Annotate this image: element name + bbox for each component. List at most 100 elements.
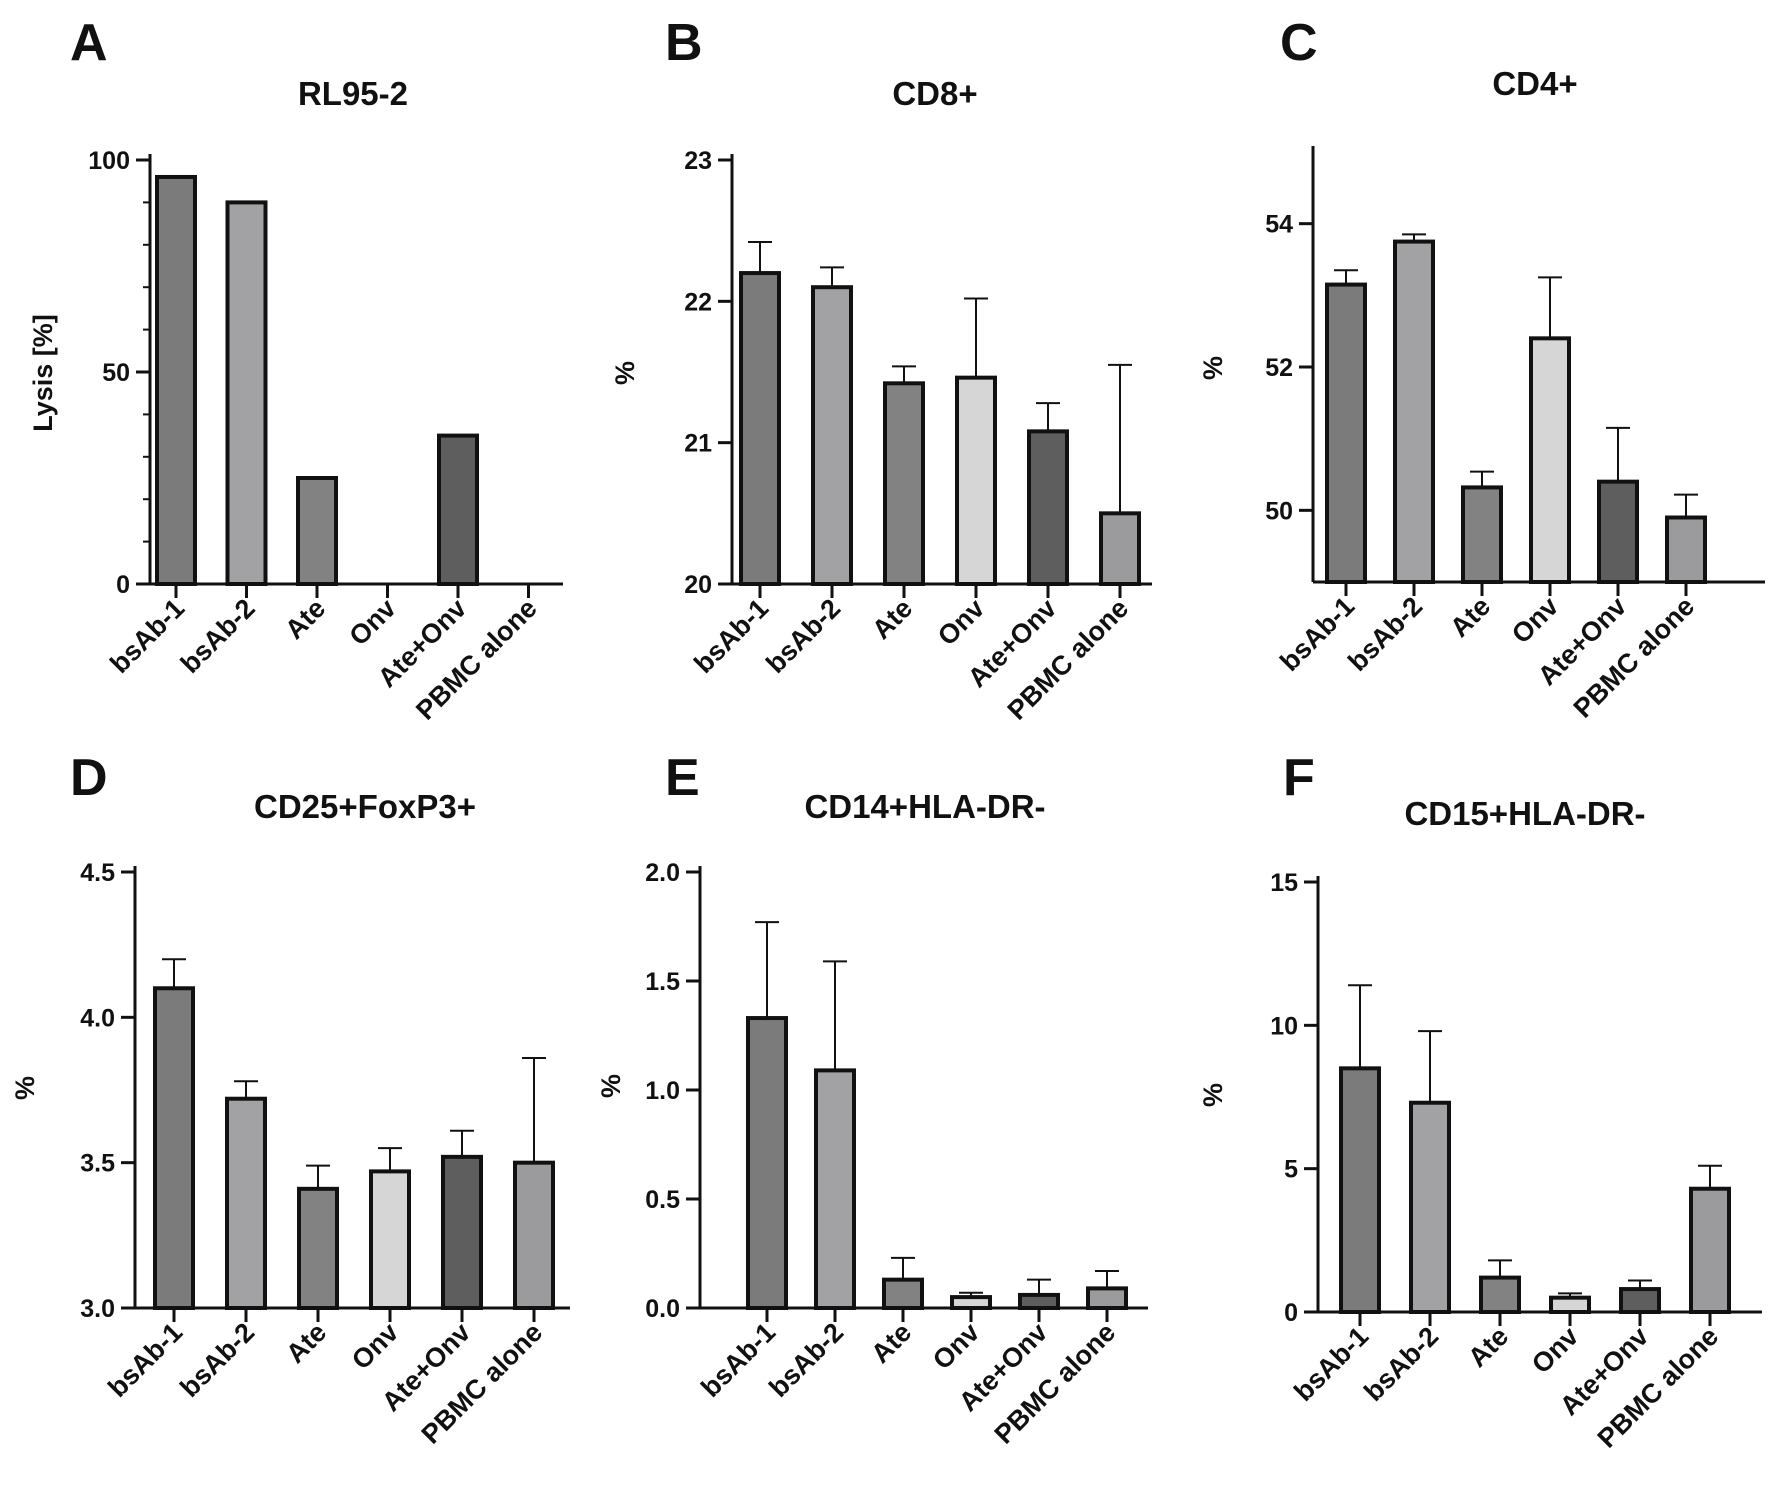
panel-a-y-tick-label: 100: [88, 147, 130, 175]
panel-d-bar-onv: [369, 1169, 411, 1311]
panel-f-category-label-onv: Onv: [1526, 1321, 1584, 1379]
panel-e-letter: E: [665, 749, 700, 807]
panel-d-y-tick-label: 4.0: [80, 1004, 115, 1032]
panel-a-category-label-bsab-1: bsAb-1: [104, 593, 190, 679]
panel-b-y-tick-label: 21: [684, 430, 712, 458]
panel-d-bar-bsab-1: [153, 986, 195, 1310]
panel-e-category-label-pbmc-alone: PBMC alone: [989, 1317, 1122, 1450]
panel-f-bar-bsab-2: [1409, 1100, 1451, 1314]
panel-f-bar-ate-onv: [1619, 1287, 1661, 1314]
panel-d-category-label-bsab-1: bsAb-1: [102, 1317, 188, 1403]
panel-f-bar-onv: [1549, 1295, 1591, 1314]
panel-e-category-label-onv: Onv: [927, 1317, 985, 1375]
panel-c-category-label-onv: Onv: [1506, 591, 1564, 649]
panel-f-y-tick-label: 5: [1284, 1156, 1298, 1184]
panel-b-ylabel: %: [610, 361, 640, 385]
panel-f-bar-ate: [1479, 1275, 1521, 1314]
panel-f-category-label-pbmc-alone: PBMC alone: [1592, 1321, 1725, 1454]
panel-a-category-label-onv: Onv: [343, 593, 401, 651]
panel-f-title: CD15+HLA-DR-: [1404, 795, 1645, 832]
panel-e-y-tick-label: 0.5: [645, 1186, 680, 1214]
panel-d-category-label-ate: Ate: [280, 1317, 332, 1369]
panel-a-ylabel: Lysis [%]: [28, 314, 58, 432]
panel-b-category-label-ate: Ate: [866, 593, 918, 645]
panel-e-bar-bsab-2: [814, 1068, 856, 1310]
panel-a-category-label-ate: Ate: [279, 593, 331, 645]
panel-e-bar-ate: [882, 1277, 924, 1311]
panel-c-letter: C: [1280, 14, 1318, 72]
panel-d-ylabel: %: [10, 1076, 40, 1100]
panel-a-title: RL95-2: [298, 75, 408, 112]
panel-f-y-tick-label: 15: [1270, 869, 1298, 897]
panel-f-ylabel: %: [1198, 1083, 1228, 1107]
panel-e-bar-pbmc-alone: [1086, 1286, 1128, 1311]
panel-c-category-label-pbmc-alone: PBMC alone: [1568, 591, 1701, 724]
panel-b-y-tick-label: 22: [684, 288, 712, 316]
panel-e-bar-bsab-1: [746, 1016, 788, 1310]
panel-c-category-label-bsab-2: bsAb-2: [1342, 591, 1428, 677]
panel-f-category-label-bsab-2: bsAb-2: [1358, 1321, 1444, 1407]
panel-c-bar-pbmc-alone: [1665, 515, 1707, 584]
panel-e-category-label-bsab-1: bsAb-1: [695, 1317, 781, 1403]
panel-e-ylabel: %: [596, 1074, 626, 1098]
panel-c-category-label-bsab-1: bsAb-1: [1274, 591, 1360, 677]
panel-c-bar-ate: [1461, 485, 1503, 584]
panel-d-y-tick-label: 4.5: [80, 859, 115, 887]
panel-b-bar-pbmc-alone: [1099, 511, 1141, 586]
panel-d-y-tick-label: 3.0: [80, 1295, 115, 1323]
panel-b-bar-ate-onv: [1027, 429, 1069, 586]
panel-c-title: CD4+: [1492, 65, 1577, 102]
panel-c-y-tick-label: 50: [1265, 497, 1293, 525]
panel-c-y-tick-label: 54: [1265, 211, 1293, 239]
panel-c-bar-bsab-1: [1325, 282, 1367, 584]
panel-e-title: CD14+HLA-DR-: [804, 788, 1045, 825]
panel-b-title: CD8+: [892, 75, 977, 112]
panel-d-letter: D: [70, 749, 108, 807]
panel-b-bar-ate: [883, 381, 925, 586]
panel-a-category-label-bsab-2: bsAb-2: [175, 593, 261, 679]
panel-b-bar-bsab-2: [811, 285, 853, 586]
panel-d-bar-ate-onv: [441, 1154, 483, 1311]
panel-b-category-label-bsab-1: bsAb-1: [688, 593, 774, 679]
panel-d-category-label-onv: Onv: [346, 1317, 404, 1375]
panel-e-category-label-bsab-2: bsAb-2: [763, 1317, 849, 1403]
panel-b-y-tick-label: 23: [684, 147, 712, 175]
panel-e: E CD14+HLA-DR- % 0.0 0.5 1.0 1.5 2.0 bsAb-1bs…: [596, 749, 1148, 1450]
panel-e-y-tick-label: 1.5: [645, 968, 680, 996]
panel-e-y-tick-label: 0.0: [645, 1295, 680, 1323]
panel-a-y-tick-label: 0: [116, 571, 130, 599]
panel-f-bar-bsab-1: [1339, 1066, 1381, 1315]
panel-c-y-tick-label: 52: [1265, 354, 1293, 382]
panel-f-category-label-bsab-1: bsAb-1: [1288, 1321, 1374, 1407]
panel-b-category-label-bsab-2: bsAb-2: [760, 593, 846, 679]
panel-b-letter: B: [665, 14, 703, 72]
panel-c-bar-onv: [1529, 336, 1571, 585]
panel-e-category-label-ate: Ate: [865, 1317, 917, 1369]
panel-f-y-tick-label: 10: [1270, 1012, 1298, 1040]
panel-e-y-tick-label: 1.0: [645, 1077, 680, 1105]
panel-d-bar-pbmc-alone: [513, 1160, 555, 1310]
panel-f-letter: F: [1283, 749, 1315, 807]
panel-e-bar-ate-onv: [1018, 1292, 1060, 1311]
panel-c-bar-ate-onv: [1597, 479, 1639, 584]
panel-f-category-label-ate: Ate: [1462, 1321, 1514, 1373]
panel-d-bar-bsab-2: [225, 1096, 267, 1310]
panel-a-bar-bsab-1: [155, 174, 197, 587]
panel-b-bar-bsab-1: [739, 271, 781, 586]
panel-c-bar-bsab-2: [1393, 239, 1435, 584]
panel-b-y-tick-label: 20: [684, 571, 712, 599]
panel-d-bar-ate: [297, 1186, 339, 1310]
panel-c-category-label-ate: Ate: [1444, 591, 1496, 643]
panel-b-category-label-onv: Onv: [932, 593, 990, 651]
panel-b-bar-onv: [955, 375, 997, 586]
